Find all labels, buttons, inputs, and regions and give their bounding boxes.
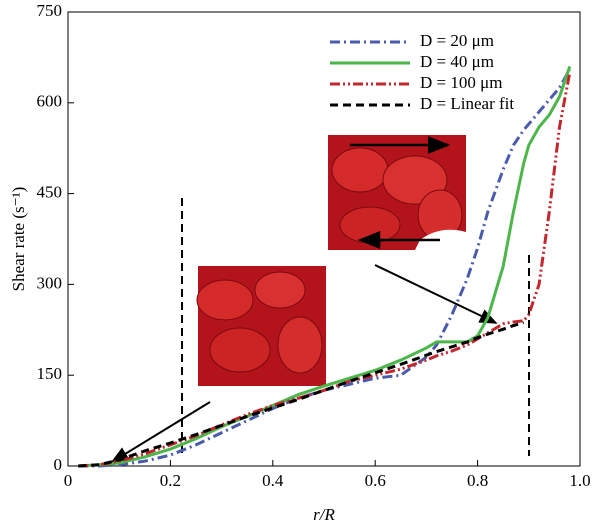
x-tick-label: 1.0 [569,471,590,490]
x-tick-label: 0.8 [467,471,488,490]
legend-label: D = 20 μm [420,31,494,50]
legend-label: D = 100 μm [420,73,502,92]
y-tick-label: 600 [37,92,63,111]
x-axis-label: r/R [313,505,335,524]
x-tick-label: 0 [64,471,73,490]
plot-frame [67,11,581,467]
legend-label: D = 40 μm [420,52,494,71]
x-tick-label: 0.2 [160,471,181,490]
x-tick-label: 0.6 [365,471,386,490]
x-tick-label: 0.4 [262,471,284,490]
series-line [78,65,572,468]
y-tick-label: 450 [37,183,63,202]
series-line [78,321,525,468]
pointer-arrow [110,401,211,463]
pointer-arrow [374,264,498,324]
inset-image [328,135,466,250]
y-tick-label: 150 [37,364,63,383]
inset-image [196,266,326,386]
y-axis-label: Shear rate (s⁻¹) [9,187,28,292]
y-tick-label: 750 [37,1,63,20]
y-tick-label: 0 [54,455,63,474]
series-line [78,72,572,468]
y-tick-label: 300 [37,273,63,292]
legend-label: D = Linear fit [420,94,514,113]
